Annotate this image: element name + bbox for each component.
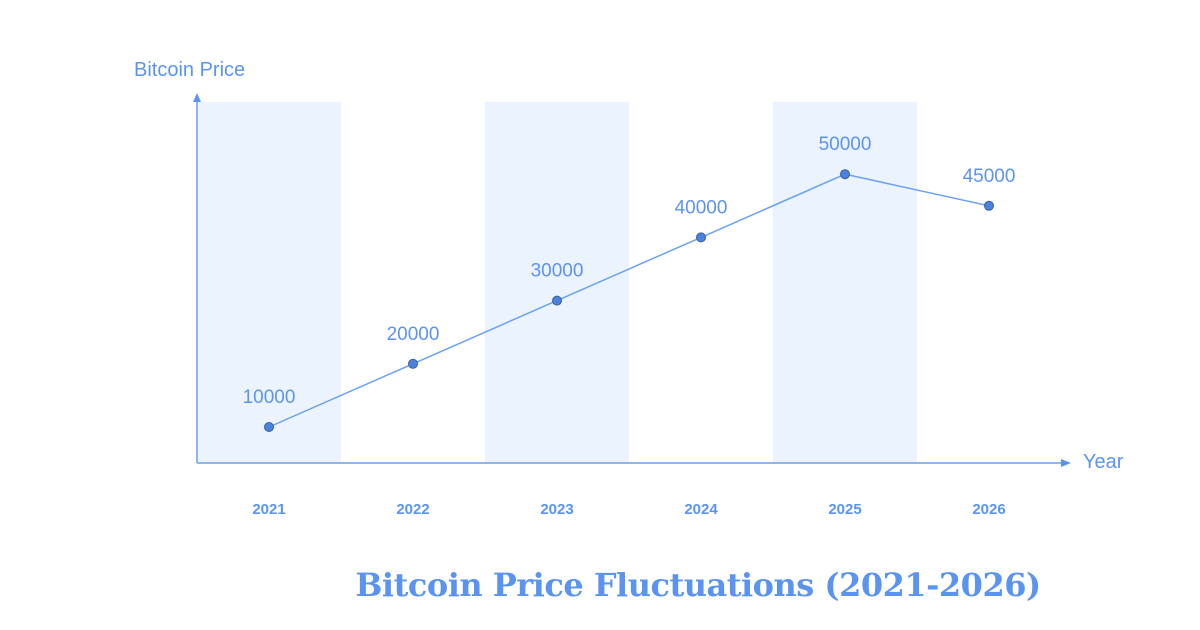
- x-tick-label: 2022: [396, 501, 429, 518]
- column-band: [773, 102, 917, 463]
- y-axis-arrow-icon: [193, 93, 201, 102]
- data-point: [408, 358, 418, 369]
- data-point: [984, 200, 994, 211]
- x-tick-label: 2021: [252, 501, 285, 518]
- data-label: 20000: [387, 324, 440, 345]
- x-tick-label: 2024: [684, 501, 718, 518]
- column-band: [485, 102, 629, 463]
- data-point: [264, 422, 274, 432]
- x-tick-label: 2026: [972, 501, 1005, 518]
- price-line: [268, 173, 990, 428]
- column-band: [197, 102, 341, 463]
- chart-title: Bitcoin Price Fluctuations (2021-2026): [355, 566, 1041, 604]
- x-axis-arrow-icon: [1061, 459, 1071, 467]
- data-point: [552, 295, 562, 306]
- x-tick-label: 2023: [540, 501, 573, 518]
- y-axis-label: Bitcoin Price: [134, 59, 246, 81]
- data-point: [840, 169, 850, 180]
- x-axis-label: Year: [1083, 451, 1124, 473]
- data-label: 50000: [819, 134, 872, 155]
- data-label: 30000: [531, 261, 584, 282]
- data-point: [696, 232, 706, 243]
- data-label: 10000: [243, 387, 296, 408]
- data-label: 40000: [675, 197, 728, 218]
- data-label: 45000: [963, 166, 1016, 187]
- x-tick-label: 2025: [828, 501, 861, 518]
